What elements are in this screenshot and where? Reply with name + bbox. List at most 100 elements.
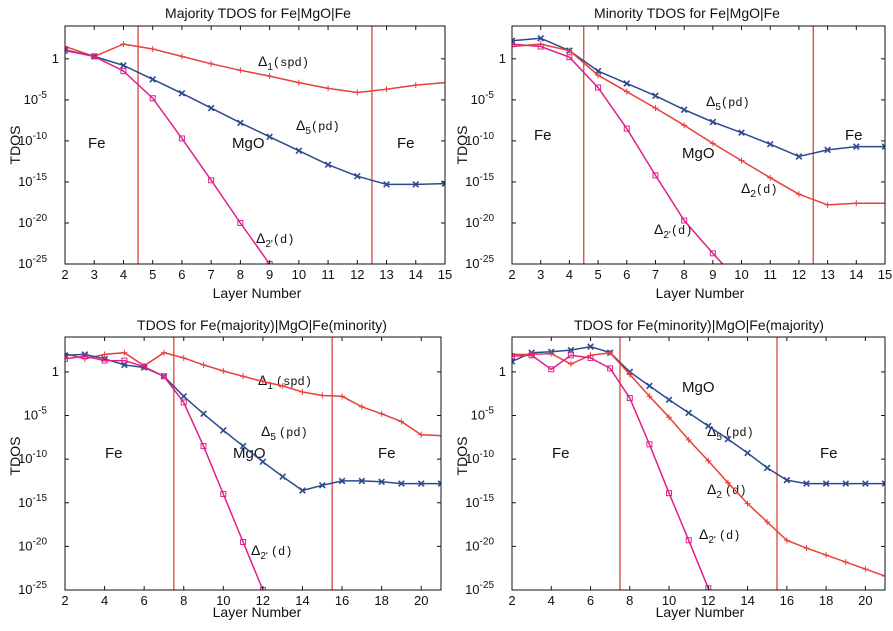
y-tick-base: 10 [465, 174, 479, 189]
data-point [208, 60, 215, 67]
data-point [266, 73, 273, 80]
x-tick-label: 2 [508, 593, 515, 608]
series [512, 349, 885, 580]
data-point [120, 41, 127, 48]
orbital: (spd) [273, 56, 309, 70]
y-tick-label: 10-15 [465, 172, 494, 189]
data-point-stroke [178, 89, 186, 97]
data-point [237, 219, 244, 226]
series-line [65, 43, 445, 94]
subscript: 2' [265, 239, 273, 250]
series [512, 41, 724, 264]
data-point [180, 354, 187, 361]
y-tick-exponent: -20 [480, 536, 495, 547]
series-label-delta2-d: Δ2(d) [707, 481, 747, 501]
x-tick-label: 15 [878, 267, 892, 282]
series-line [512, 351, 885, 577]
y-tick-label: 10-15 [18, 172, 47, 189]
data-point [219, 426, 227, 434]
series-label-delta2p-d: Δ2'(d) [699, 526, 740, 546]
data-point-stroke [881, 482, 885, 487]
x-tick-label: 20 [414, 593, 428, 608]
x-tick-label: 12 [350, 267, 364, 282]
label-fe-right: Fe [845, 127, 863, 144]
data-point [141, 363, 148, 370]
label-fe-left: Fe [105, 445, 123, 462]
y-tick-base: 10 [24, 92, 38, 107]
y-tick-base: 10 [24, 408, 38, 423]
data-point [398, 480, 405, 487]
delta-symbol: Δ [256, 230, 265, 246]
data-point [200, 410, 207, 418]
data-point [607, 349, 614, 356]
delta-symbol: Δ [699, 526, 708, 542]
series [512, 41, 885, 208]
y-tick-label: 10-15 [18, 493, 47, 510]
data-point [646, 382, 653, 390]
data-point [607, 365, 614, 372]
delta-symbol: Δ [706, 93, 715, 109]
data-point-stroke [881, 143, 885, 148]
data-point [783, 476, 791, 484]
chart-marks: 2 3 4 5 6 7 8 9 10 11 12 13 14 1510-2510-2010-1510-10… [18, 25, 892, 608]
series-line [65, 353, 441, 492]
data-point [220, 368, 227, 375]
x-tick-label: 11 [763, 267, 777, 282]
series-label-delta2p-d: Δ2'(d) [256, 230, 294, 250]
x-tick-label: 4 [120, 267, 127, 282]
data-point-stroke [383, 181, 390, 188]
panel-title: TDOS for Fe(majority)|MgO|Fe(minority) [137, 317, 387, 333]
data-point-stroke [795, 153, 803, 160]
y-tick-exponent: -5 [38, 406, 47, 417]
data-point [763, 464, 771, 472]
y-tick-exponent: -10 [480, 449, 495, 460]
data-point [853, 200, 860, 207]
data-point-stroke [207, 104, 215, 112]
series-line [65, 355, 264, 590]
subscript: 5 [716, 432, 722, 443]
data-point [299, 388, 306, 395]
data-point-stroke [437, 482, 441, 487]
series-label-delta5-pd: Δ5(pd) [706, 93, 750, 113]
data-point [437, 480, 441, 487]
series [65, 41, 445, 96]
data-point [783, 537, 790, 544]
x-tick-label: 13 [820, 267, 834, 282]
data-point [383, 86, 390, 93]
chart-panel-3: 2 4 6 8 10 12 14 16 18 2010-2510-2010-1510-1010-5… [465, 336, 886, 608]
x-tick-label: 14 [849, 267, 863, 282]
orbital: (d) [756, 183, 778, 197]
x-tick-label: 9 [709, 267, 716, 282]
y-tick-exponent: -10 [480, 131, 495, 142]
data-point [438, 432, 441, 439]
data-point [666, 490, 673, 497]
data-point [744, 449, 751, 457]
plot-frame [64, 336, 442, 591]
data-point [652, 92, 659, 100]
data-point [417, 480, 425, 487]
data-point [767, 174, 774, 181]
data-point [318, 481, 326, 489]
delta-symbol: Δ [707, 481, 716, 497]
data-point [709, 118, 717, 126]
data-point [160, 349, 167, 356]
series-line [65, 351, 441, 437]
x-tick-label: 16 [335, 593, 349, 608]
y-tick-base: 10 [18, 133, 32, 148]
data-point [208, 177, 215, 184]
data-point [398, 418, 405, 425]
data-point [279, 473, 287, 480]
series-label-delta1-spd: Δ1(spd) [258, 53, 309, 73]
panel-title: Majority TDOS for Fe|MgO|Fe [165, 5, 351, 21]
data-point-stroke [646, 382, 653, 390]
data-point [180, 392, 188, 400]
data-point-stroke [680, 106, 688, 114]
panel-title: Minority TDOS for Fe|MgO|Fe [594, 5, 780, 21]
subscript: 5 [270, 432, 276, 443]
x-tick-label: 10 [216, 593, 230, 608]
subscript: 2 [750, 189, 756, 200]
data-point [412, 82, 419, 89]
data-point [567, 352, 574, 359]
data-point [358, 403, 365, 410]
x-tick-label: 10 [292, 267, 306, 282]
